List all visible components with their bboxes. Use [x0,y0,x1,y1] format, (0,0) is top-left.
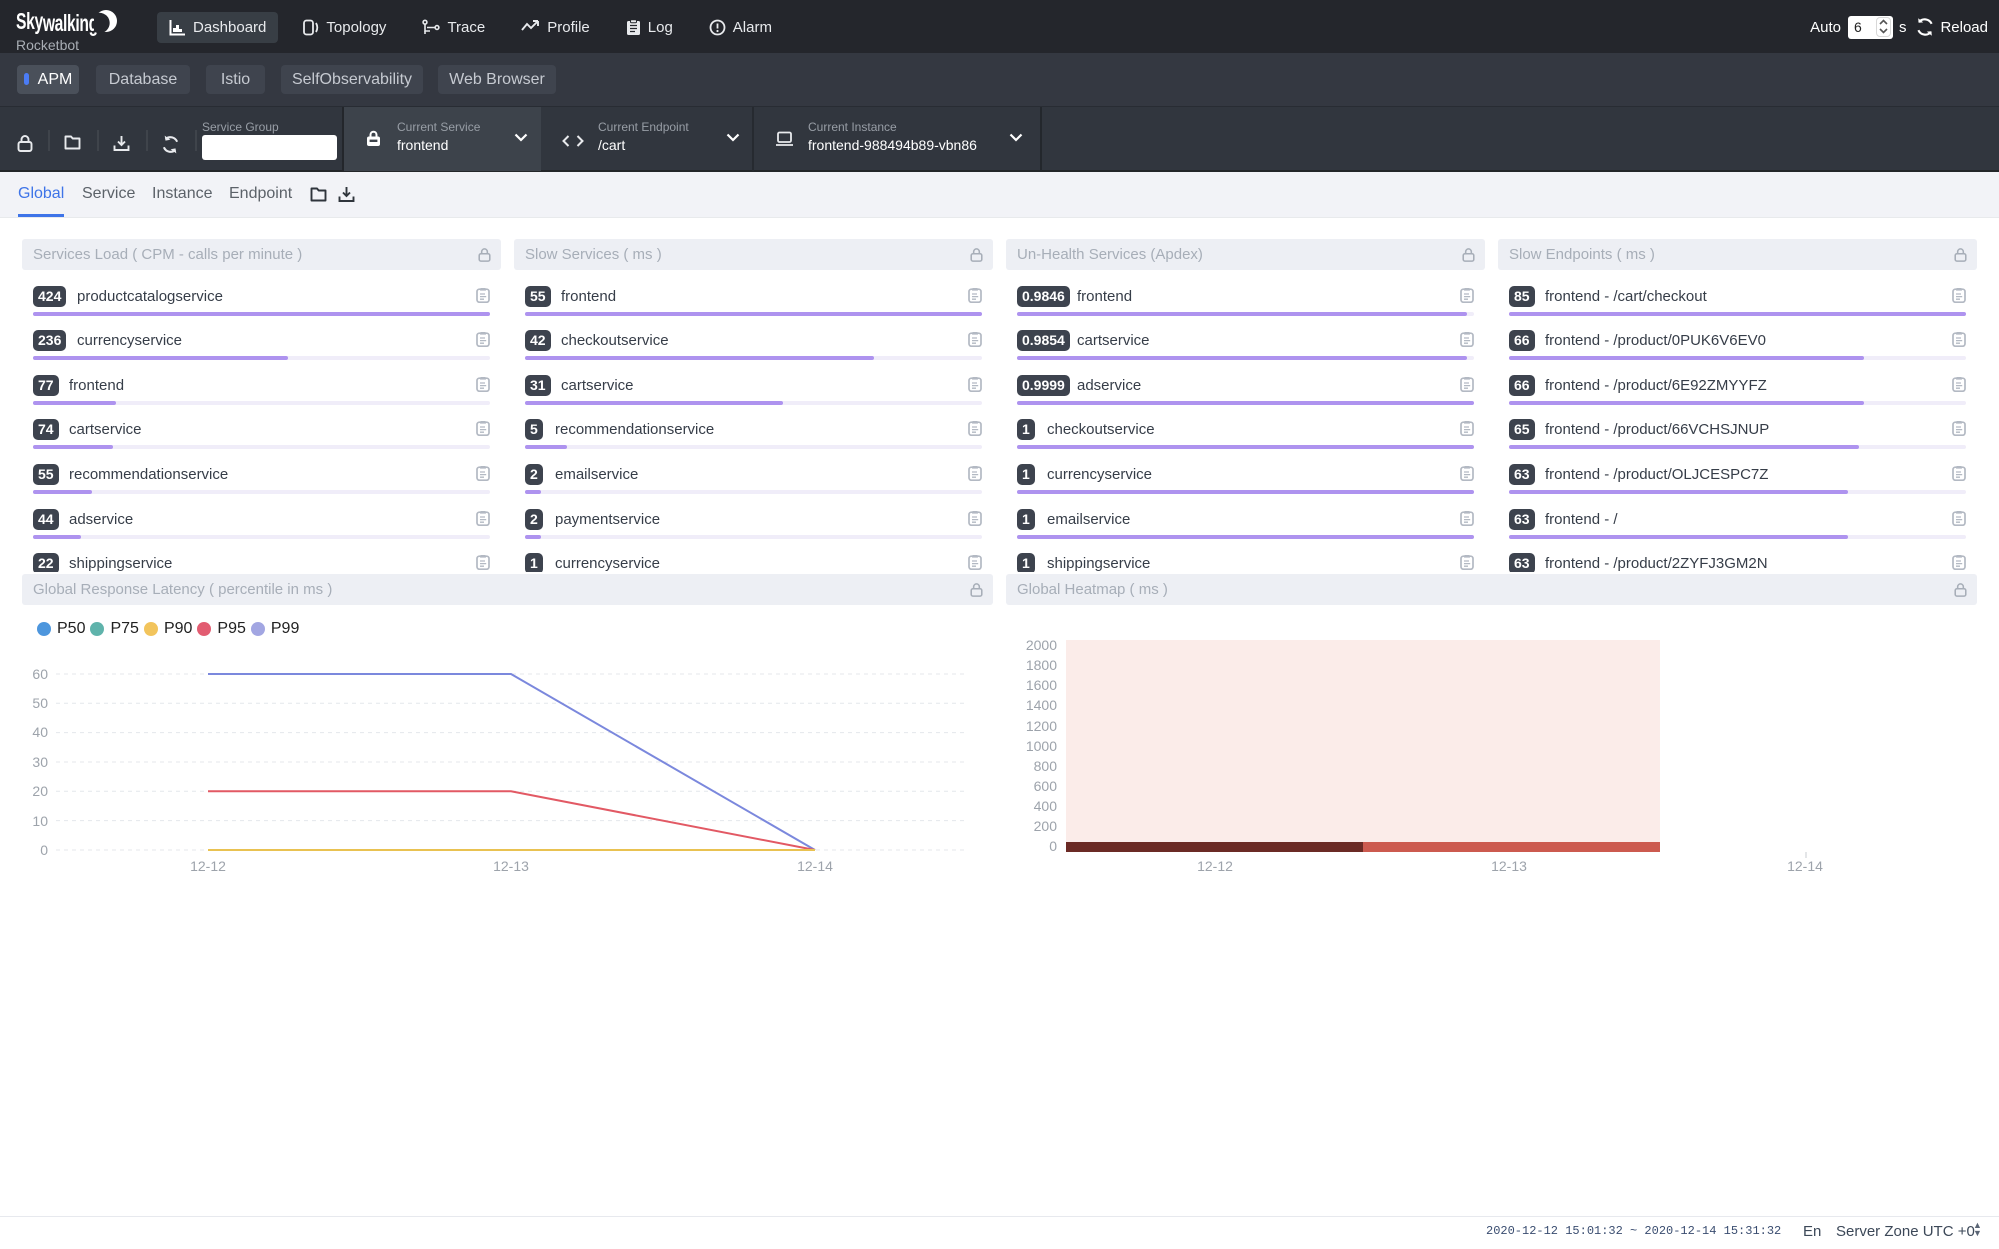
svg-text:800: 800 [1034,758,1058,774]
svg-text:0: 0 [40,842,48,858]
svg-text:12-13: 12-13 [1491,858,1527,874]
svg-text:1400: 1400 [1026,697,1057,713]
svg-text:1000: 1000 [1026,738,1057,754]
svg-text:12-12: 12-12 [190,858,226,874]
svg-text:2000: 2000 [1026,637,1057,653]
svg-text:50: 50 [32,695,48,711]
svg-text:12-13: 12-13 [493,858,529,874]
svg-text:40: 40 [32,724,48,740]
svg-text:60: 60 [32,666,48,682]
svg-text:1200: 1200 [1026,718,1057,734]
svg-text:12-14: 12-14 [797,858,833,874]
svg-text:30: 30 [32,754,48,770]
svg-text:600: 600 [1034,778,1058,794]
svg-text:12-12: 12-12 [1197,858,1233,874]
svg-text:10: 10 [32,813,48,829]
svg-text:400: 400 [1034,798,1058,814]
svg-text:1800: 1800 [1026,657,1057,673]
svg-text:20: 20 [32,783,48,799]
svg-text:1600: 1600 [1026,677,1057,693]
svg-text:0: 0 [1049,838,1057,854]
svg-text:200: 200 [1034,818,1058,834]
svg-text:12-14: 12-14 [1787,858,1823,874]
